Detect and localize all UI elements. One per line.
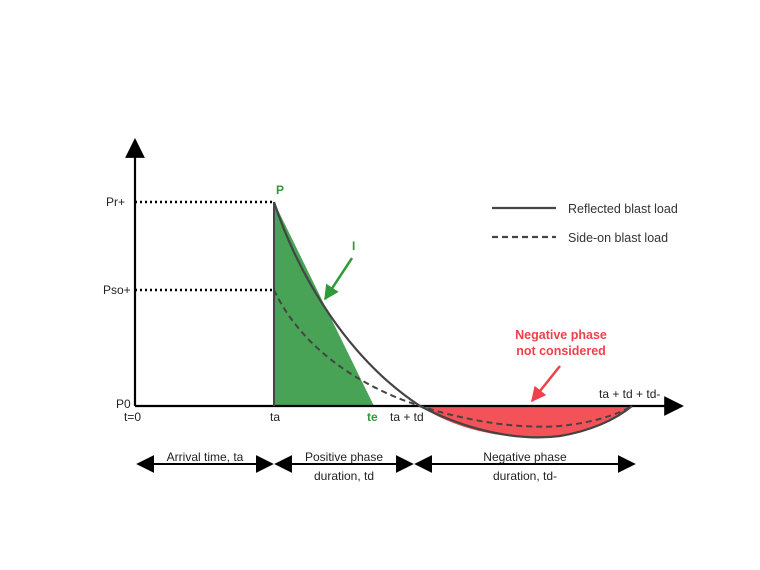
negative-duration-line1: Negative phase <box>483 450 567 464</box>
ta-label: ta <box>270 410 280 424</box>
ta-td-label: ta + td <box>390 410 424 424</box>
impulse-arrow <box>323 257 354 301</box>
positive-duration-line1: Positive phase <box>305 450 383 464</box>
negative-note-line1: Negative phase <box>515 328 607 342</box>
peak-label: P <box>276 183 284 197</box>
impulse-area <box>274 202 374 406</box>
te-label: te <box>367 410 378 424</box>
p0-label: P0 <box>116 397 131 411</box>
side-on-blast-curve <box>273 289 633 428</box>
t0-label: t=0 <box>124 410 141 424</box>
negative-phase-area <box>420 406 632 437</box>
reflected-blast-curve <box>272 201 633 439</box>
legend-reflected-label: Reflected blast load <box>568 202 678 216</box>
impulse-label: I <box>352 239 355 253</box>
end-label: ta + td + td- <box>599 387 660 401</box>
negative-note-line2: not considered <box>516 344 606 358</box>
legend-side-on-label: Side-on blast load <box>568 231 668 245</box>
negative-duration-line2: duration, td- <box>493 469 557 483</box>
pr-label: Pr+ <box>106 195 125 209</box>
negative-note-arrow <box>531 365 561 403</box>
arrival-duration-label: Arrival time, ta <box>167 450 244 464</box>
pso-label: Pso+ <box>103 283 131 297</box>
positive-duration-line2: duration, td <box>314 469 374 483</box>
